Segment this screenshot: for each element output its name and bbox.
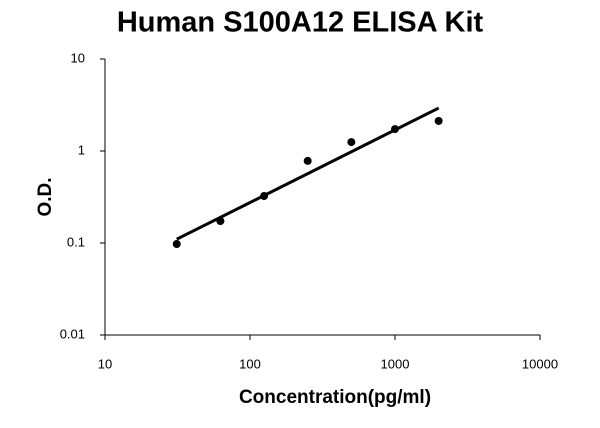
y-tick-label: 1 (78, 142, 85, 157)
data-point (347, 138, 356, 147)
x-tick-label: 10 (98, 356, 112, 371)
y-axis-title: O.D. (35, 177, 56, 216)
x-axis-title: Concentration(pg/ml) (239, 387, 431, 408)
data-point (434, 116, 443, 125)
data-point (391, 125, 399, 134)
data-point (303, 156, 312, 165)
data-point (216, 217, 225, 226)
chart-title: Human S100A12 ELISA Kit (117, 7, 484, 39)
data-point (172, 240, 181, 249)
x-tick-label: 10000 (522, 356, 558, 371)
data-point (260, 192, 269, 201)
y-tick-label: 0.1 (67, 234, 85, 249)
trendline (176, 106, 440, 241)
y-tick-label: 0.01 (60, 326, 85, 341)
x-tick-label: 1000 (381, 356, 410, 371)
y-tick-label: 10 (71, 50, 85, 65)
x-tick-label: 100 (239, 356, 261, 371)
